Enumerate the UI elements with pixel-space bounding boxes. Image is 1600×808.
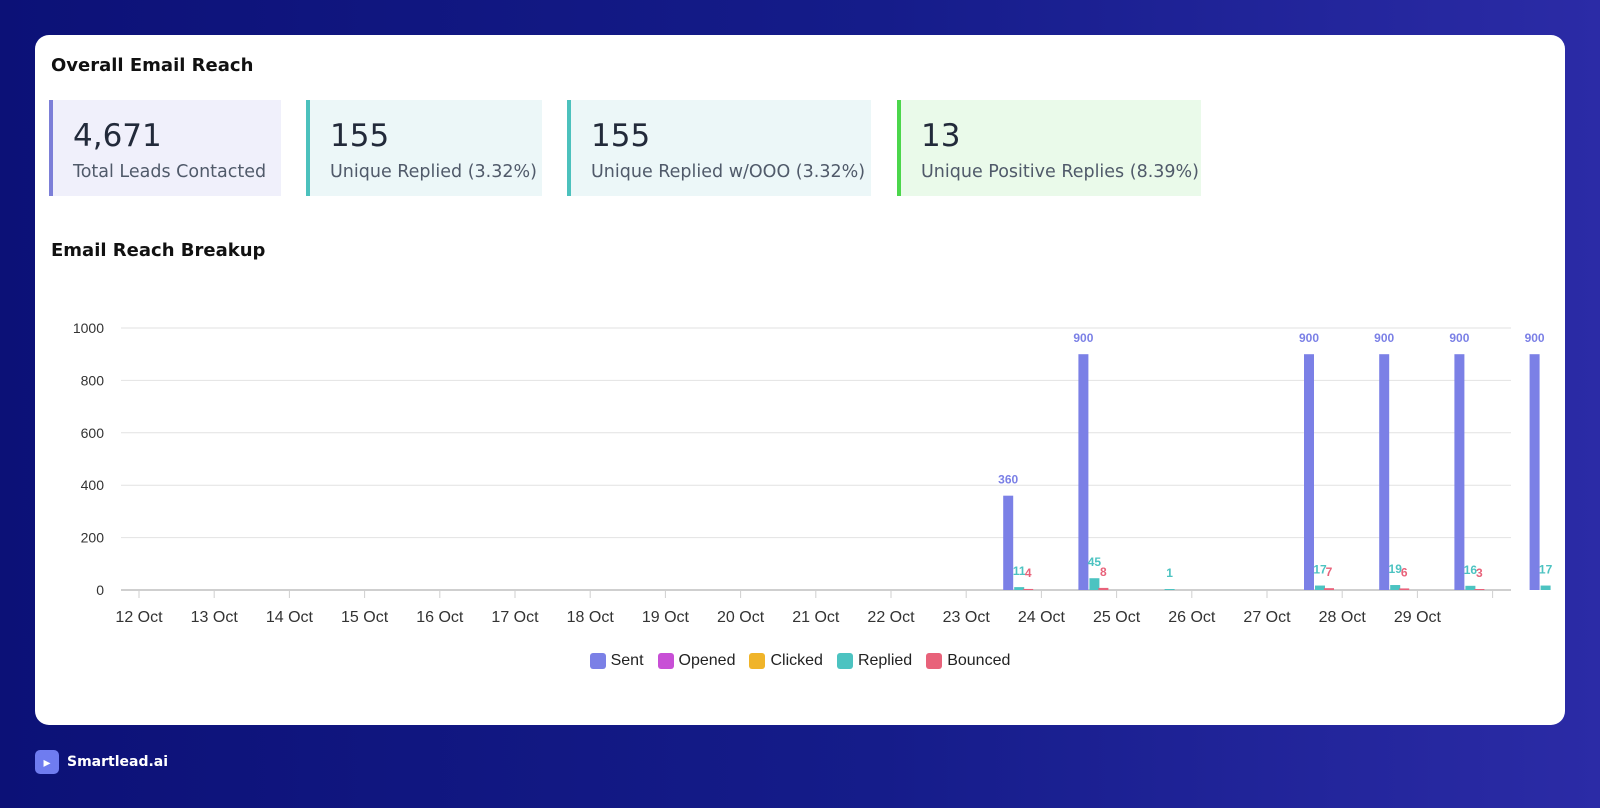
data-label-sent: 900 (1525, 331, 1545, 345)
data-label-replied: 17 (1313, 563, 1327, 577)
x-tick-label: 26 Oct (1168, 609, 1216, 626)
x-tick-label: 23 Oct (943, 609, 991, 626)
stat-label: Unique Replied (3.32%) (330, 162, 537, 182)
bar-sent (1454, 354, 1465, 590)
x-tick-label: 20 Oct (717, 609, 765, 626)
data-label-sent: 900 (1299, 331, 1319, 345)
stat-card-total-leads: 4,671 Total Leads Contacted (49, 100, 281, 196)
data-label-replied: 17 (1539, 563, 1553, 577)
legend-swatch (749, 653, 766, 669)
data-label-bounced: 8 (1100, 565, 1107, 579)
x-tick-label: 28 Oct (1319, 609, 1367, 626)
x-tick-label: 15 Oct (341, 609, 389, 626)
stat-label: Unique Positive Replies (8.39%) (921, 162, 1199, 182)
legend-label: Sent (610, 652, 644, 669)
x-tick-label: 13 Oct (191, 609, 239, 626)
y-tick-label: 600 (81, 425, 105, 441)
bar-bounced (1474, 589, 1485, 590)
legend-item[interactable]: Clicked (749, 652, 823, 670)
x-tick-label: 21 Oct (792, 609, 840, 626)
overview-title: Overall Email Reach (51, 55, 254, 76)
legend-swatch (657, 653, 674, 669)
bar-bounced (1399, 588, 1410, 590)
data-label-sent: 900 (1449, 331, 1469, 345)
stat-value: 4,671 (73, 118, 162, 154)
bar-replied (1465, 585, 1476, 590)
stat-label: Unique Replied w/OOO (3.32%) (591, 162, 866, 182)
y-tick-label: 1000 (73, 320, 104, 336)
bar-sent (1529, 354, 1540, 590)
stat-value: 13 (921, 118, 961, 154)
x-tick-label: 14 Oct (266, 609, 314, 626)
y-tick-label: 0 (96, 582, 104, 598)
data-label-replied: 45 (1088, 555, 1102, 569)
legend-label: Bounced (947, 652, 1011, 669)
bar-replied (1014, 587, 1025, 590)
bar-replied (1540, 585, 1551, 590)
x-tick-label: 22 Oct (867, 609, 915, 626)
y-tick-label: 200 (81, 530, 105, 546)
bar-sent (1379, 354, 1390, 590)
stat-value: 155 (591, 118, 651, 154)
stat-label: Total Leads Contacted (73, 162, 267, 182)
breakup-title: Email Reach Breakup (51, 240, 266, 261)
data-label-bounced: 4 (1025, 566, 1032, 580)
legend-label: Replied (857, 652, 913, 669)
x-tick-label: 19 Oct (642, 609, 690, 626)
y-tick-label: 800 (81, 372, 105, 388)
dashboard-panel: Overall Email Reach 4,671 Total Leads Co… (35, 35, 1565, 725)
legend-label: Opened (678, 652, 736, 669)
x-tick-label: 29 Oct (1394, 609, 1442, 626)
stat-card-positive-replies: 13 Unique Positive Replies (8.39%) (897, 100, 1201, 196)
x-tick-label: 17 Oct (491, 609, 539, 626)
data-label-bounced: 3 (1476, 566, 1483, 580)
stat-card-unique-replied: 155 Unique Replied (3.32%) (306, 100, 542, 196)
bar-replied (1089, 578, 1100, 590)
data-label-replied: 11 (1013, 564, 1026, 578)
legend-swatch (836, 653, 853, 669)
legend-item[interactable]: Opened (657, 652, 736, 670)
data-label-sent: 360 (998, 473, 1018, 487)
stat-value: 155 (330, 118, 390, 154)
megaphone-icon: ▸ (35, 750, 59, 774)
legend-label: Clicked (770, 652, 823, 669)
legend-item[interactable]: Replied (836, 652, 913, 670)
data-label-replied: 16 (1464, 563, 1478, 577)
x-tick-label: 24 Oct (1018, 609, 1066, 626)
bar-replied (1390, 585, 1401, 590)
brand-name: Smartlead.ai (67, 754, 169, 770)
brand: ▸ Smartlead.ai (35, 750, 168, 774)
data-label-bounced: 6 (1401, 565, 1408, 579)
bar-bounced (1098, 587, 1109, 590)
email-reach-chart: 0 200 400 600 800 1000 12 Oct 13 Oct 14 Oct 15 Oc… (73, 320, 1553, 626)
data-label-replied: 1 (1166, 566, 1173, 580)
bar-replied (1164, 589, 1175, 590)
legend-swatch (926, 653, 943, 669)
data-label-sent: 900 (1374, 331, 1394, 345)
bar-bounced (1023, 588, 1034, 590)
x-tick-label: 18 Oct (567, 609, 615, 626)
legend-item[interactable]: Bounced (926, 652, 1010, 670)
legend-item[interactable]: Sent (589, 652, 644, 670)
x-tick-label: 27 Oct (1243, 609, 1291, 626)
data-label-sent: 900 (1073, 331, 1093, 345)
data-label-bounced: 7 (1326, 565, 1333, 579)
x-tick-label: 25 Oct (1093, 609, 1141, 626)
x-tick-label: 12 Oct (115, 609, 163, 626)
bar-replied (1315, 585, 1325, 590)
chart-legend: Sent Opened Clicked Replied Bounced (35, 652, 1565, 670)
bar-bounced (1324, 588, 1334, 590)
data-label-replied: 19 (1389, 562, 1403, 576)
y-tick-label: 400 (81, 477, 105, 493)
x-tick-label: 16 Oct (416, 609, 464, 626)
legend-swatch (589, 653, 606, 669)
bar-sent (1304, 354, 1314, 590)
bar-sent (1078, 354, 1089, 590)
bar-sent (1003, 495, 1014, 590)
stat-card-unique-replied-ooo: 155 Unique Replied w/OOO (3.32%) (567, 100, 871, 196)
